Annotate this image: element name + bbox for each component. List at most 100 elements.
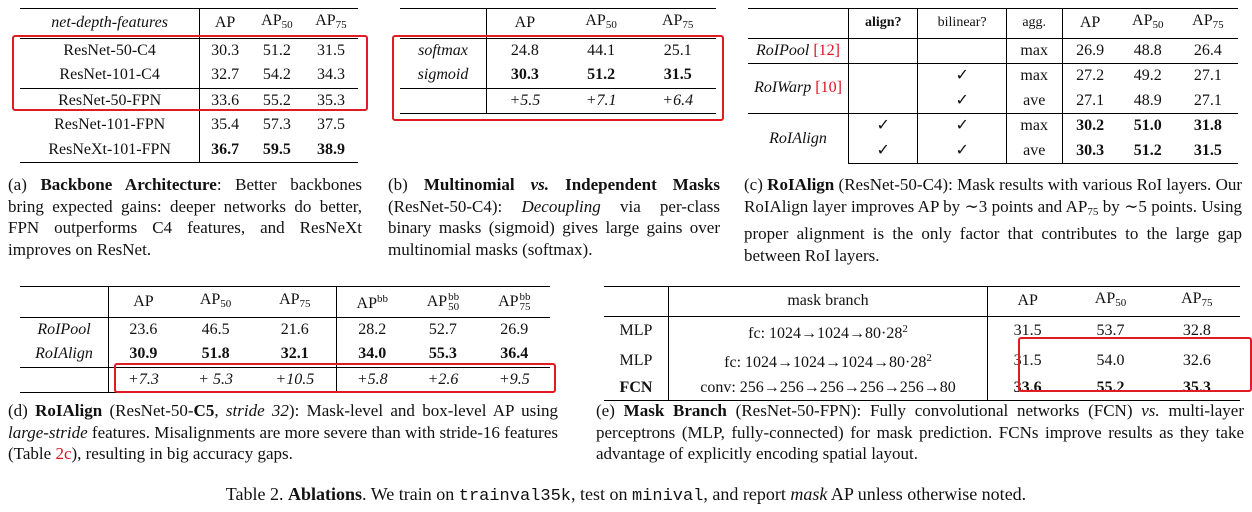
cell-ap75: 31.5: [316, 41, 345, 59]
row-label: FCN: [604, 375, 669, 401]
citation-link[interactable]: [10]: [815, 79, 842, 97]
table-d-header-ap50: AP50: [177, 286, 254, 318]
table-b: AP AP50 AP75 softmax 24.8 44.1 25.1 sigm…: [400, 8, 716, 114]
cell-apbb75: 26.9: [500, 320, 529, 338]
table-c-header-config: [748, 8, 849, 39]
cell-agg: max: [1005, 38, 1063, 64]
table-a-header-ap50: AP50: [249, 8, 304, 39]
table-ref-link[interactable]: 2c: [55, 444, 72, 463]
table-row: ✓ ave 27.1 48.9 27.1: [748, 88, 1238, 114]
cell-ap: +5.5: [485, 87, 563, 114]
code-trainval35k: trainval35k: [458, 487, 571, 506]
row-label: [20, 366, 109, 393]
caption-italic: large-stride: [8, 422, 88, 442]
cell-apbb: 34.0: [336, 342, 408, 367]
caption-label: (c): [744, 175, 763, 194]
table-e: mask branch AP AP50 AP75 MLP fc: 1024→10…: [604, 286, 1240, 401]
caption-text-italic: Decoupling: [521, 196, 601, 216]
table-row: ResNet-50-C4 30.3 51.2 31.5: [20, 38, 358, 63]
cell-ap50: 46.5: [201, 320, 230, 338]
cell-ap: 30.3: [199, 38, 250, 63]
table-c-header-ap75: AP75: [1177, 8, 1238, 39]
caption-italic-stride: stride 32: [225, 401, 289, 420]
caption-title-vs: vs.: [530, 175, 550, 194]
caption-text-2: via per-class binary masks (sigmoid) giv…: [388, 196, 720, 259]
table-row: RoIWarp [10] ✓ max 27.2 49.2 27.1: [748, 63, 1238, 114]
cell-apbb75: 36.4: [500, 345, 529, 362]
table-row: MLP fc: 1024→1024→80·282 31.5 53.7 32.8: [604, 316, 1240, 346]
table-row: sigmoid 30.3 51.2 31.5: [400, 63, 716, 88]
cell-apbb50: +2.6: [407, 366, 479, 393]
cell-agg: ave: [1005, 138, 1063, 164]
cell-apbb50: 52.7: [428, 320, 457, 338]
row-label: ResNet-50-C4: [63, 41, 156, 59]
row-label: ResNet-101-C4: [59, 66, 160, 83]
table-d-header-apbb: APbb: [336, 286, 408, 318]
table-e-header-ap: AP: [987, 286, 1068, 317]
mask-branch-text: fc: 1024→1024→1024→80·28: [724, 354, 927, 371]
cell-ap75: 21.6: [280, 320, 309, 338]
main-caption-text-4: AP unless otherwise noted.: [827, 484, 1027, 504]
cell-agg: max: [1005, 113, 1063, 139]
main-caption-title: Ablations: [288, 484, 363, 504]
cell-mask-branch: fc: 1024→1024→1024→80·282: [668, 346, 988, 376]
cell-ap75: 25.1: [663, 41, 692, 59]
caption-subscript: 75: [1087, 205, 1099, 218]
table-d-header-apbb50: AP bb 50: [407, 286, 479, 318]
row-label: ResNeXt-101-FPN: [20, 137, 200, 163]
cell-mask-branch: conv: 256→256→256→256→256→80: [668, 375, 988, 401]
table-d-header-ap: AP: [107, 286, 178, 318]
caption-label: (b): [388, 175, 408, 194]
cell-ap50: 48.8: [1133, 41, 1162, 59]
caption-title: Multinomial: [423, 175, 515, 194]
cell-ap50: 51.8: [201, 345, 230, 362]
table-d-header-config: [20, 286, 109, 318]
cell-ap75: +10.5: [253, 366, 337, 393]
table-row-delta: +7.3 + 5.3 +10.5 +5.8 +2.6 +9.5: [20, 366, 550, 393]
cell-ap: +7.3: [107, 366, 178, 393]
cell-agg: max: [1005, 63, 1063, 89]
cell-ap: 30.3: [1061, 138, 1118, 164]
cell-align: [847, 38, 918, 64]
caption-text-3: features. Misalignments are more severe …: [8, 422, 558, 464]
cell-align: [847, 63, 918, 89]
cell-ap: 31.5: [987, 346, 1068, 376]
cell-ap: 24.8: [485, 38, 563, 63]
row-label: RoIAlign: [35, 345, 93, 362]
cell-ap75: 34.3: [316, 66, 345, 83]
main-caption-italic: mask: [790, 484, 828, 504]
cell-apbb75: +9.5: [478, 366, 550, 393]
caption-d: (d) RoIAlign (ResNet-50-C5, stride 32): …: [8, 401, 559, 464]
cell-ap50: 49.2: [1117, 63, 1178, 89]
cell-ap75: 31.5: [663, 66, 692, 83]
cell-ap50: 44.1: [587, 41, 616, 59]
table-row: MLP fc: 1024→1024→1024→80·282 31.5 54.0 …: [604, 346, 1240, 376]
row-label-name: RoIPool: [756, 41, 810, 59]
table-c-header-bilinear: bilinear?: [917, 8, 1007, 39]
cell-bilinear: [917, 38, 1007, 64]
caption-text: (ResNet-50-FPN): Fully convolutional net…: [726, 401, 1142, 420]
cell-ap: 30.9: [107, 342, 178, 367]
table-b-header-config: [400, 8, 487, 39]
cell-ap75: 38.9: [303, 137, 358, 163]
cell-ap: 32.7: [199, 63, 250, 88]
table-e-header-ap50: AP50: [1067, 286, 1154, 317]
table-row: RoIPool 23.6 46.5 21.6 28.2 52.7 26.9: [20, 317, 550, 342]
row-label: RoIWarp [10]: [748, 63, 849, 114]
table-d: AP AP50 AP75 APbb AP bb 50 AP bb 75 RoIPool …: [20, 286, 550, 393]
cell-ap50: 59.5: [249, 137, 304, 163]
cell-ap: 27.2: [1061, 63, 1118, 89]
cell-ap: 23.6: [107, 317, 178, 342]
row-label: MLP: [619, 351, 653, 369]
citation-link[interactable]: [12]: [813, 41, 840, 59]
table-b-header-ap: AP: [485, 8, 563, 39]
caption-text: (ResNet-50-C4): Mask results with variou…: [744, 175, 1243, 216]
cell-ap75: 31.5: [1177, 138, 1238, 164]
cell-ap50: 51.0: [1117, 113, 1178, 139]
cell-ap75: 37.5: [316, 116, 345, 133]
main-caption: Table 2. Ablations. We train on trainval…: [0, 484, 1252, 508]
cell-ap50: 54.0: [1096, 351, 1125, 369]
table-d-header-ap75: AP75: [253, 286, 337, 318]
row-label: RoIAlign: [748, 113, 849, 164]
cell-align: ✓: [847, 113, 918, 139]
